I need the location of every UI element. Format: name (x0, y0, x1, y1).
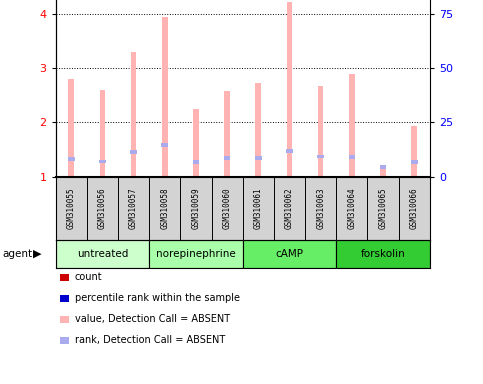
Bar (287, 2, 292, 177)
Bar (99, 160, 106, 163)
Text: GSM310057: GSM310057 (129, 187, 138, 229)
Text: GSM310064: GSM310064 (347, 187, 356, 229)
Bar (349, 74, 355, 177)
Text: rank, Detection Call = ABSENT: rank, Detection Call = ABSENT (75, 335, 225, 345)
Text: untreated: untreated (77, 249, 128, 259)
Text: norepinephrine: norepinephrine (156, 249, 236, 259)
Bar (68, 157, 74, 161)
Text: GSM310065: GSM310065 (379, 187, 387, 229)
Bar (56, 240, 149, 268)
Text: ▶: ▶ (33, 249, 42, 259)
Text: GSM310056: GSM310056 (98, 187, 107, 229)
Text: cAMP: cAMP (275, 249, 303, 259)
Text: forskolin: forskolin (361, 249, 405, 259)
Text: GSM310066: GSM310066 (410, 187, 419, 229)
Text: agent: agent (2, 249, 32, 259)
Bar (349, 155, 355, 159)
Bar (318, 86, 324, 177)
Bar (193, 160, 199, 164)
Bar (131, 52, 136, 177)
Bar (149, 240, 242, 268)
Bar (255, 156, 262, 160)
Text: GSM310062: GSM310062 (285, 187, 294, 229)
Text: GSM310063: GSM310063 (316, 187, 325, 229)
Text: GSM310060: GSM310060 (223, 187, 232, 229)
Bar (412, 126, 417, 177)
Text: value, Detection Call = ABSENT: value, Detection Call = ABSENT (75, 314, 230, 324)
Text: GSM310061: GSM310061 (254, 187, 263, 229)
Bar (161, 143, 168, 147)
Text: GSM310059: GSM310059 (191, 187, 200, 229)
Bar (224, 156, 230, 160)
Bar (380, 165, 386, 169)
Bar (130, 150, 137, 154)
Bar (99, 90, 105, 177)
Bar (256, 83, 261, 177)
Bar (411, 160, 418, 164)
Bar (193, 109, 199, 177)
Bar (380, 166, 386, 177)
Bar (317, 155, 324, 159)
Bar (224, 91, 230, 177)
Bar (336, 240, 430, 268)
Bar (286, 149, 293, 152)
Text: GSM310055: GSM310055 (67, 187, 76, 229)
Text: GSM310058: GSM310058 (160, 187, 169, 229)
Bar (162, 17, 168, 177)
Bar (242, 240, 336, 268)
Text: count: count (75, 272, 102, 282)
Bar (68, 79, 74, 177)
Text: percentile rank within the sample: percentile rank within the sample (75, 293, 240, 303)
